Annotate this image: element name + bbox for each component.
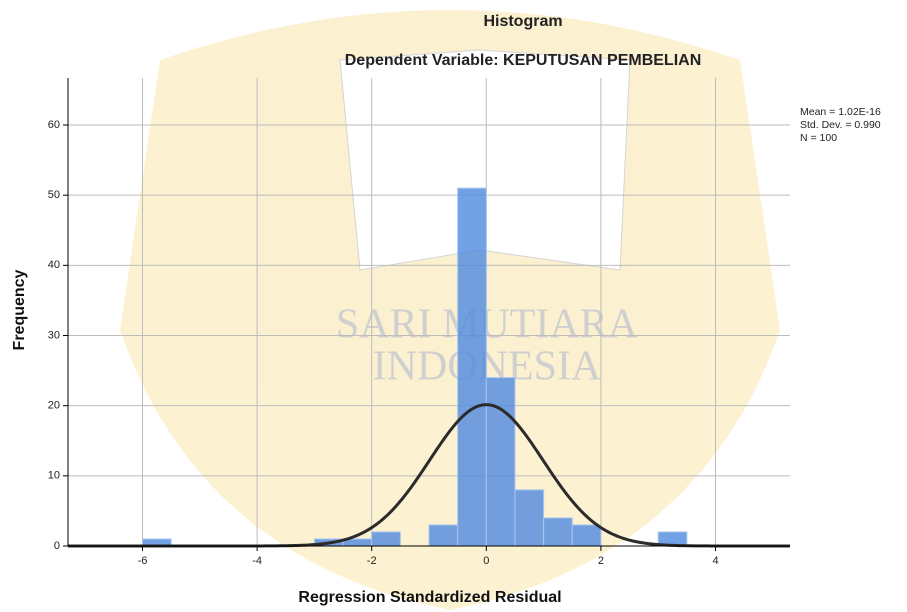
stats-label: N = 100	[800, 132, 837, 144]
chart-subtitle: Dependent Variable: KEPUTUSAN PEMBELIAN	[345, 52, 702, 69]
bar	[515, 490, 544, 546]
x-axis-title: Regression Standardized Residual	[298, 589, 561, 606]
y-tick-label: 0	[54, 540, 60, 552]
chart-title: Histogram	[483, 13, 562, 30]
y-tick-label: 30	[48, 329, 60, 341]
watermark-text: SARI MUTIARA	[336, 302, 639, 348]
x-tick-label: 2	[598, 555, 604, 567]
x-tick-label: -2	[367, 555, 377, 567]
bar	[544, 518, 573, 546]
y-tick-label: 40	[48, 259, 60, 271]
bar	[458, 188, 487, 546]
x-tick-label: -6	[138, 555, 148, 567]
y-tick-label: 10	[48, 470, 60, 482]
stats-label: Mean = 1.02E-16	[800, 106, 881, 118]
bar	[372, 532, 401, 546]
x-tick-label: -4	[252, 555, 262, 567]
x-tick-label: 0	[483, 555, 489, 567]
y-tick-label: 20	[48, 400, 60, 412]
bar	[572, 525, 601, 546]
y-tick-label: 60	[48, 119, 60, 131]
y-tick-label: 50	[48, 189, 60, 201]
bar	[486, 378, 515, 546]
bar	[429, 525, 458, 546]
chart: SARI MUTIARA INDONESIA 0102030405060-6-4…	[0, 0, 907, 612]
stats-label: Std. Dev. = 0.990	[800, 119, 881, 131]
y-axis-title: Frequency	[11, 269, 28, 350]
x-tick-label: 4	[712, 555, 718, 567]
